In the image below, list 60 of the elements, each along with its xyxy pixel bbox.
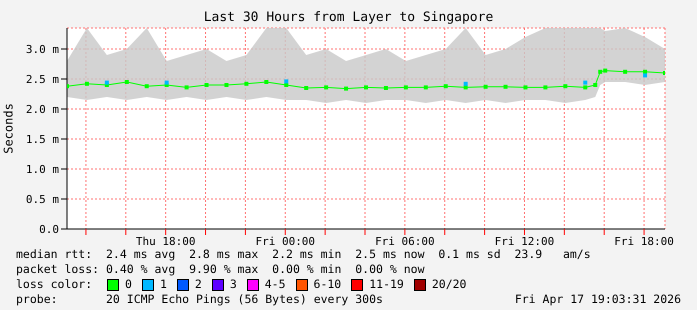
legend-label: 11-19: [369, 277, 404, 292]
point: [284, 79, 288, 84]
point: [404, 85, 408, 90]
point: [563, 84, 568, 88]
point: [543, 85, 548, 90]
point: [364, 85, 368, 90]
point: [424, 85, 428, 90]
line-series: [67, 68, 665, 91]
text: median rtt: 2.4 ms avg 2.8 ms max 2.2 ms min 2.5 ms now 0.1 ms sd 23.9 am/s: [16, 247, 592, 262]
point: [444, 84, 448, 88]
text: probe: 20 ICMP Echo Pings (56 Bytes) every 300s: [16, 292, 383, 307]
legend-label: 6-10: [314, 277, 342, 292]
point: [264, 80, 268, 84]
y-tick-label: 0.5 m: [26, 192, 60, 206]
legend-label: 4-5: [264, 277, 286, 292]
point: [523, 85, 528, 90]
y-tick-label: 0.0: [39, 222, 59, 236]
point: [593, 83, 598, 87]
point: [603, 68, 608, 73]
x-tick-label: Fri 06:00: [375, 234, 435, 248]
y-tick-label: 2.0 m: [26, 102, 60, 116]
legend-label: 20/20: [432, 277, 466, 292]
y-tick-label: 2.5 m: [26, 72, 60, 86]
point: [124, 80, 129, 84]
point: [598, 70, 602, 74]
point: [204, 83, 209, 87]
x-tick-label: Thu 18:00: [136, 234, 196, 248]
legend-label: 3: [230, 277, 237, 292]
point: [384, 86, 388, 90]
point: [484, 84, 488, 89]
point: [583, 85, 588, 90]
legend-label: 1: [160, 277, 167, 292]
y-tick-label: 1.0 m: [26, 162, 60, 176]
chart-title: Last 30 Hours from Layer to Singapore: [202, 10, 494, 25]
y-axis-title: Seconds: [1, 103, 16, 154]
point: [464, 82, 468, 86]
point: [504, 84, 508, 89]
text: Fri Apr 17 19:03:31 2026: [514, 292, 681, 307]
point: [184, 85, 189, 90]
x-tick-label: Fri 12:00: [494, 234, 554, 248]
legend-label: 0: [125, 277, 132, 292]
point: [623, 70, 628, 74]
text: packet loss: 0.40 % avg 9.90 % max 0.00 % min 0.00 % now: [16, 262, 426, 277]
point: [224, 83, 228, 87]
point: [144, 84, 149, 88]
point: [304, 86, 308, 90]
point: [583, 80, 588, 85]
point: [244, 82, 248, 86]
y-tick-label: 3.0 m: [26, 42, 60, 56]
x-tick-label: Fri 18:00: [614, 234, 674, 248]
point: [164, 80, 169, 85]
point: [84, 82, 89, 86]
point: [344, 86, 348, 91]
legend-title: loss color:: [16, 277, 94, 292]
legend-label: 2: [194, 277, 202, 292]
point: [104, 80, 109, 85]
x-tick-label: Fri 00:00: [255, 234, 316, 248]
point: [643, 73, 648, 78]
y-tick-label: 1.5 m: [26, 132, 60, 146]
point: [324, 85, 328, 90]
